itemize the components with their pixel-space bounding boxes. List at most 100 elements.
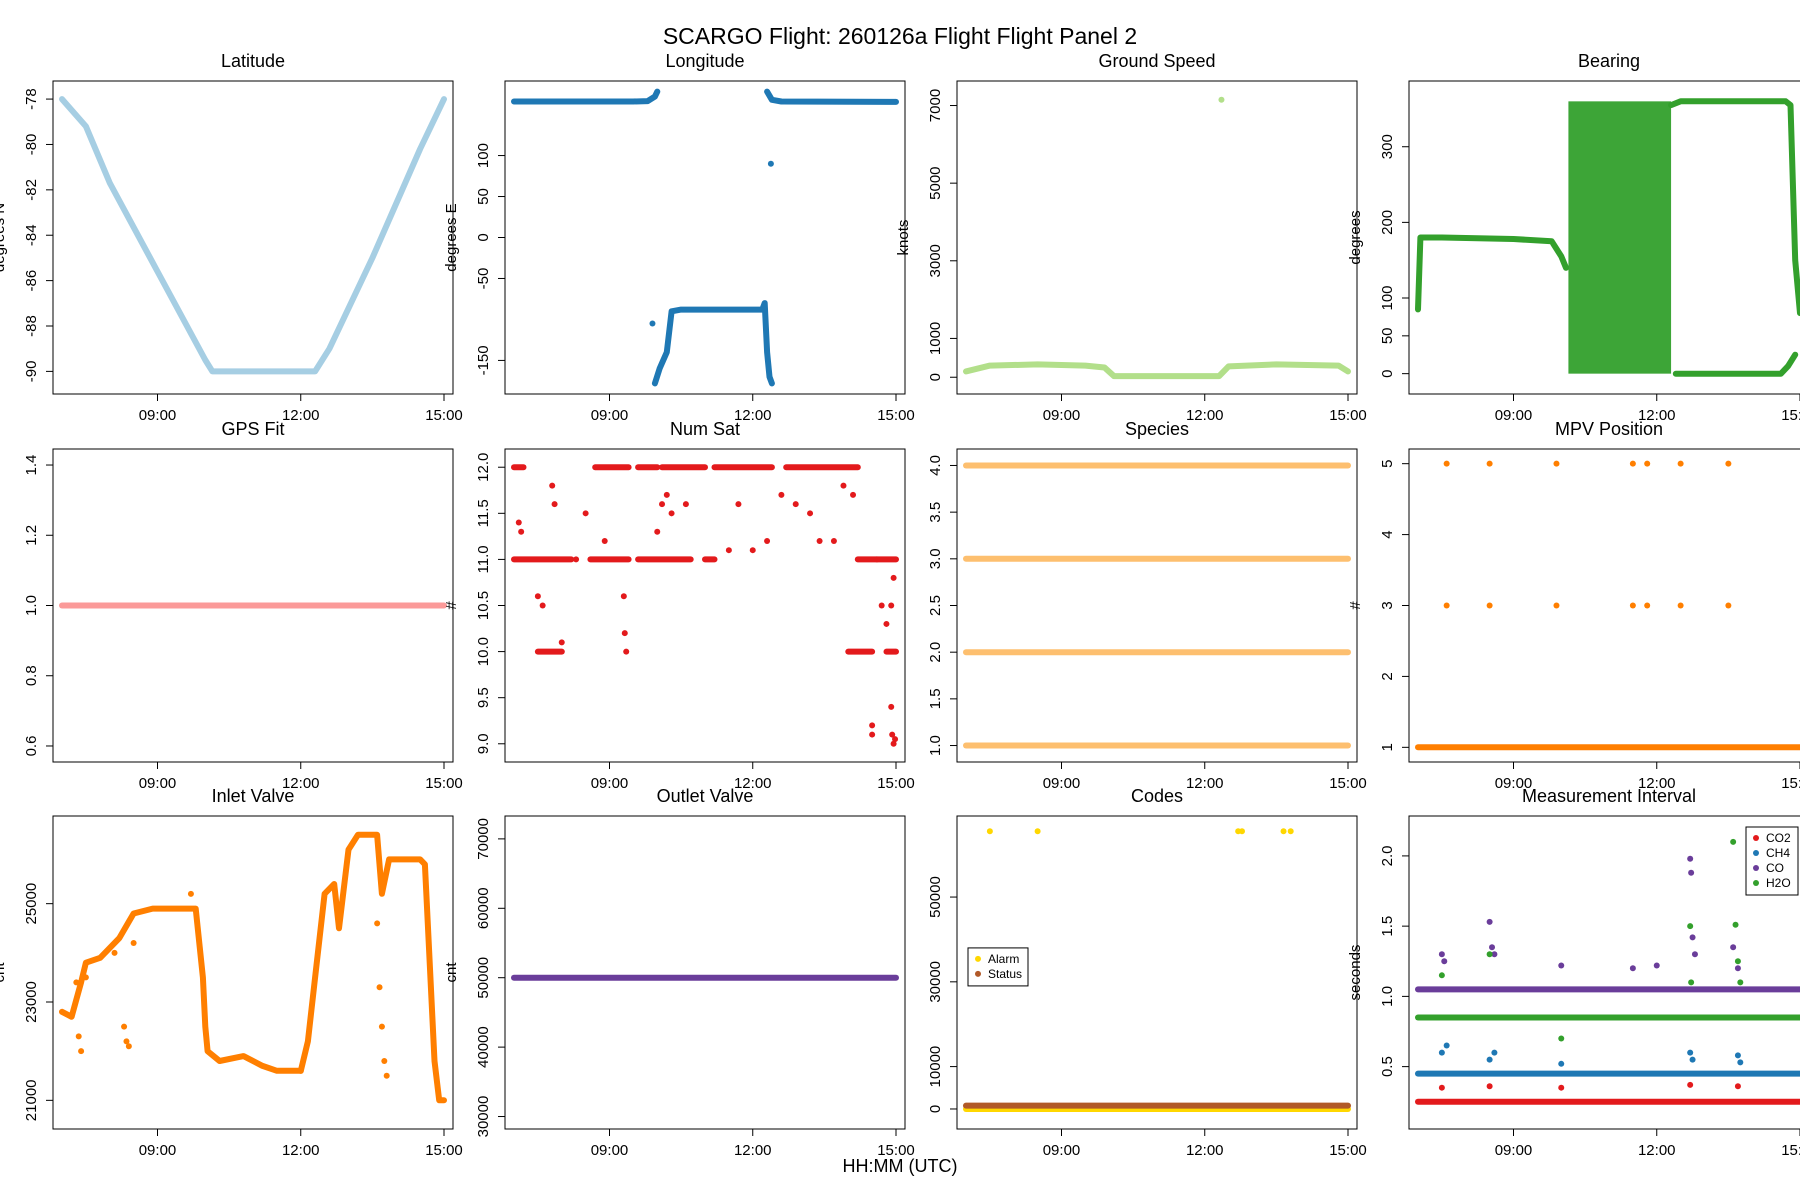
measurement_interval-data-point: [1688, 979, 1695, 986]
inlet_valve-data-point: [111, 949, 118, 956]
panel-num_sat: Num Sat #09:00 12:00 15:00 9.0 9.5 10.0 10.5 11.…: [443, 419, 915, 792]
measurement_interval-data-point: [1491, 951, 1498, 958]
num_sat-data-point: [792, 501, 799, 508]
measurement_interval-data-point: [1486, 951, 1493, 958]
num_sat-data-point: [621, 630, 628, 637]
species-ytick-label: 1.5: [927, 688, 944, 709]
panel-mpv_position: MPV Position #09:00 12:00 15:00 1 2 3 4 5: [1347, 419, 1800, 792]
panel-inlet_valve: Inlet Valve cnt 09:00 12:00 15:00 21000 23000 2…: [0, 786, 463, 1159]
measurement_interval-data-point: [1489, 944, 1496, 951]
bearing-series-line: [1668, 98, 1800, 317]
measurement_interval-xtick-label: 09:00: [1495, 1142, 1533, 1159]
ground_speed-frame: [956, 80, 1358, 395]
num_sat-data-point: [582, 510, 589, 517]
outlet_valve-ytick-label: 60000: [475, 887, 492, 929]
num_sat-data-point: [534, 593, 541, 600]
mpv_position-data-point: [1677, 460, 1684, 467]
num_sat-data-point: [888, 703, 895, 710]
num_sat-ytick-label: 12.0: [475, 453, 492, 482]
mpv_position-ytick-label: 3: [1379, 601, 1396, 609]
num_sat-ytick-label: 10.0: [475, 637, 492, 666]
num_sat-data-point: [764, 537, 771, 544]
bearing-series-line: [1672, 351, 1799, 377]
longitude-xtick-label: 15:00: [877, 407, 915, 424]
measurement_interval-data-point: [1443, 1042, 1450, 1049]
inlet_valve-frame: [52, 815, 454, 1130]
mpv_position-data-point: [1443, 460, 1450, 467]
measurement_interval-data-point: [1438, 972, 1445, 979]
bearing-title: Bearing: [1578, 51, 1640, 71]
num_sat-ytick-label: 11.0: [475, 545, 492, 573]
ground_speed-plot-area: [963, 96, 1351, 380]
species-ytick-label: 2.5: [927, 595, 944, 616]
mpv_position-ytick-label: 5: [1379, 460, 1396, 468]
panel-longitude: Longitude degrees E 09:00 12:00 15:00 -150 -50…: [443, 51, 915, 424]
ground_speed-ylabel: knots: [895, 220, 912, 256]
species-xtick-label: 12:00: [1186, 775, 1224, 792]
inlet_valve-data-point: [125, 1043, 132, 1050]
inlet_valve-data-point: [374, 920, 381, 927]
measurement_interval-ylabel: seconds: [1347, 945, 1364, 1001]
inlet_valve-ylabel: cnt: [0, 962, 8, 983]
codes-legend-marker: [975, 955, 981, 962]
inlet_valve-plot-area: [59, 831, 447, 1104]
num_sat-data-point: [889, 731, 896, 738]
inlet_valve-series-line: [59, 831, 447, 1104]
latitude-frame: [52, 80, 454, 395]
bearing-frame: [1408, 80, 1800, 395]
codes-data-point: [1238, 828, 1245, 835]
codes-ytick-label: 0: [927, 1105, 944, 1113]
longitude-ytick-label: 100: [475, 143, 492, 168]
inlet_valve-data-point: [378, 1023, 385, 1030]
inlet_valve-data-point: [75, 1033, 82, 1040]
panel-bearing: Bearing degrees 09:00 12:00 15:00 0 50 100 200 30…: [1347, 51, 1800, 424]
ground_speed-xtick-label: 15:00: [1329, 407, 1367, 424]
gps_fit-ytick-label: 1.0: [23, 595, 40, 616]
longitude-data-point: [649, 320, 656, 327]
measurement_interval-data-point: [1691, 951, 1698, 958]
mpv_position-data-point: [1644, 602, 1651, 609]
outlet_valve-frame: [504, 815, 906, 1130]
panel-measurement_interval: Measurement Interval seconds 09:00 12:00 15:…: [1347, 786, 1800, 1159]
mpv_position-data-point: [1553, 460, 1560, 467]
measurement_interval-data-point: [1689, 934, 1696, 941]
ground_speed-xtick-label: 12:00: [1186, 407, 1224, 424]
bearing-xtick-label: 15:00: [1781, 407, 1800, 424]
longitude-ylabel: degrees E: [443, 203, 460, 271]
num_sat-data-point: [888, 602, 895, 609]
measurement_interval-data-point: [1653, 962, 1660, 969]
mpv_position-xtick-label: 09:00: [1495, 775, 1533, 792]
panel-grid: Latitude degrees N 09:00 12:00 15:00 -90 -88 -8…: [0, 51, 1800, 1159]
bearing-ytick-label: 50: [1379, 327, 1396, 344]
mpv_position-data-point: [1443, 602, 1450, 609]
codes-ytick-label: 10000: [927, 1046, 944, 1088]
mpv_position-xtick-label: 15:00: [1781, 775, 1800, 792]
species-title: Species: [1125, 419, 1189, 439]
gps_fit-ytick-label: 0.6: [23, 736, 40, 757]
longitude-data-point: [767, 160, 774, 167]
codes-data-point: [986, 828, 993, 835]
codes-ytick-label: 30000: [927, 961, 944, 1003]
ground_speed-ytick-label: 7000: [927, 89, 944, 122]
measurement_interval-ytick-label: 0.5: [1379, 1056, 1396, 1077]
longitude-title: Longitude: [665, 51, 744, 71]
num_sat-title: Num Sat: [670, 419, 740, 439]
inlet_valve-ytick-label: 23000: [23, 981, 40, 1023]
species-ytick-label: 4.0: [927, 455, 944, 476]
num_sat-data-point: [518, 528, 525, 535]
measurement_interval-plot-area: [1415, 838, 1800, 1105]
measurement_interval-data-point: [1734, 958, 1741, 965]
num_sat-data-point: [873, 556, 880, 563]
bearing-ytick-label: 0: [1379, 369, 1396, 377]
ground_speed-ytick-label: 1000: [927, 322, 944, 355]
measurement_interval-data-point: [1732, 921, 1739, 928]
latitude-ytick-label: -86: [23, 270, 40, 292]
bearing-xtick-label: 12:00: [1638, 407, 1676, 424]
num_sat-ytick-label: 10.5: [475, 591, 492, 620]
measurement_interval-xtick-label: 15:00: [1781, 1142, 1800, 1159]
ground_speed-data-point: [1218, 96, 1225, 103]
gps_fit-frame: [52, 448, 454, 763]
measurement_interval-data-point: [1687, 855, 1694, 862]
measurement_interval-data-point: [1438, 951, 1445, 958]
